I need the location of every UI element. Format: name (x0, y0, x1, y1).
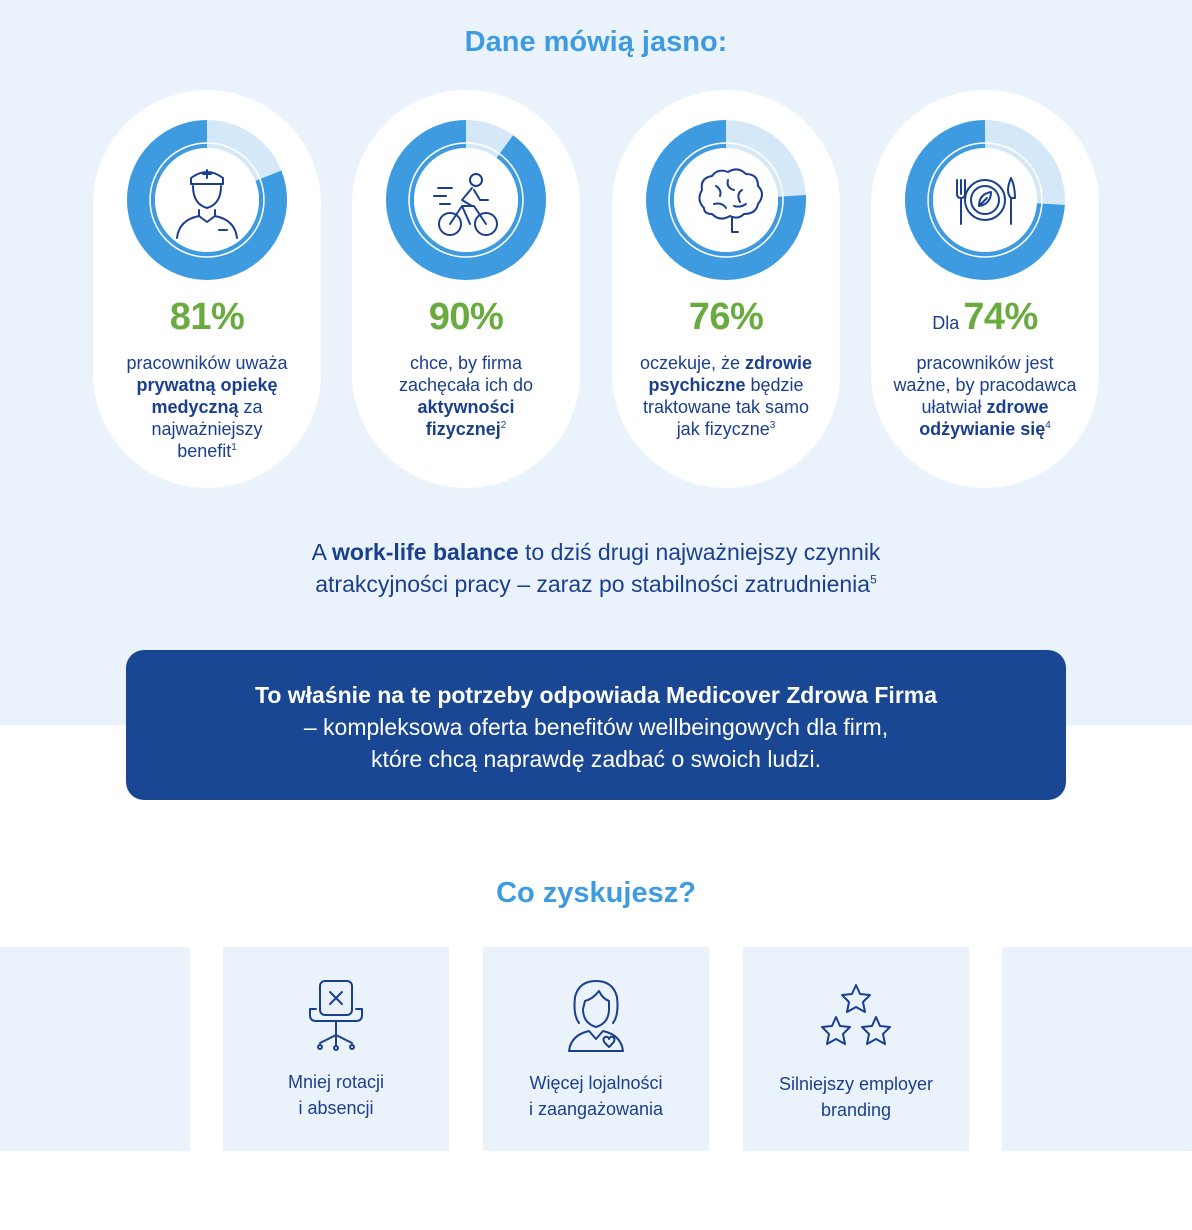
stat-card-physical-activity: 90% chce, by firma zachęcała ich do akty… (352, 90, 580, 488)
stat-card-healthy-eating: Dla 74% pracowników jest ważne, by pracod… (871, 90, 1099, 488)
brain-icon (698, 168, 763, 233)
medicover-banner: To właśnie na te potrzeby odpowiada Medi… (126, 650, 1066, 800)
stat-value-line: 76% (612, 296, 840, 339)
benefit-tile-edge-right (1002, 947, 1192, 1151)
stat-donut-4 (905, 120, 1065, 280)
donut-value-arc (386, 120, 546, 280)
employee-heart-icon (568, 980, 624, 1052)
stat-description: oczekuje, że zdrowie psychiczne będzie t… (639, 353, 813, 439)
work-life-balance-statement: A work-life balance to dziś drugi najważ… (311, 539, 881, 597)
section-title-benefits: Co zyskujesz? (496, 877, 696, 909)
stat-prefix: Dla (932, 313, 960, 333)
stat-card-medical-care: 81% pracowników uważa prywatną opiekę me… (93, 90, 321, 488)
stat-value: 90% (428, 296, 504, 338)
cyclist-icon (433, 173, 498, 236)
stat-value-line: 90% (352, 296, 580, 339)
benefit-tile-employer-branding: Silniejszy employer branding (743, 947, 969, 1151)
stat-value: 76% (688, 296, 764, 338)
benefit-tile-less-turnover: Mniej rotacji i absencji (223, 947, 449, 1151)
office-chair-icon (309, 980, 363, 1051)
stat-value-line: 81% (93, 296, 321, 339)
stat-description: chce, by firma zachęcała ich do aktywnoś… (398, 353, 534, 439)
stat-description: pracowników uważa prywatną opiekę medycz… (126, 353, 288, 461)
benefit-label: i absencji (298, 1098, 374, 1118)
plate-cutlery-icon (956, 177, 1016, 225)
stat-donut-1 (127, 120, 287, 280)
footnote-ref: 5 (870, 572, 877, 587)
banner-line: które chcą naprawdę zadbać o swoich ludz… (370, 746, 822, 772)
doctor-icon (176, 169, 238, 239)
benefit-tile-loyalty: Więcej lojalności i zaangażowania (483, 947, 709, 1151)
stat-value: 81% (169, 296, 245, 338)
footnote-ref: 4 (1045, 420, 1051, 431)
stat-donut-2 (386, 120, 546, 280)
stat-donut-3 (646, 120, 806, 280)
benefit-label: Więcej lojalności (529, 1073, 663, 1093)
banner-headline: To właśnie na te potrzeby odpowiada Medi… (254, 682, 938, 708)
benefit-label: Silniejszy employer (778, 1074, 934, 1094)
benefit-label: branding (820, 1100, 892, 1120)
section-title-data: Dane mówią jasno: (464, 26, 728, 58)
donut-value-arc (905, 120, 1065, 280)
stars-icon (821, 984, 891, 1045)
footnote-ref: 1 (231, 442, 237, 453)
stat-description: pracowników jest ważne, by pracodawca uł… (893, 353, 1077, 439)
benefit-tile-edge-left (0, 947, 190, 1151)
donut-value-arc (646, 120, 806, 280)
footnote-ref: 2 (500, 420, 507, 431)
banner-line: – kompleksowa oferta benefitów wellbeing… (303, 714, 889, 740)
stat-value-line: Dla 74% (871, 296, 1099, 339)
benefit-label: Mniej rotacji (287, 1072, 385, 1092)
benefit-label: i zaangażowania (528, 1099, 664, 1119)
stat-value: 74% (963, 296, 1038, 338)
stat-card-mental-health: 76% oczekuje, że zdrowie psychiczne będz… (612, 90, 840, 488)
footnote-ref: 3 (769, 420, 776, 431)
donut-value-arc (127, 120, 287, 280)
